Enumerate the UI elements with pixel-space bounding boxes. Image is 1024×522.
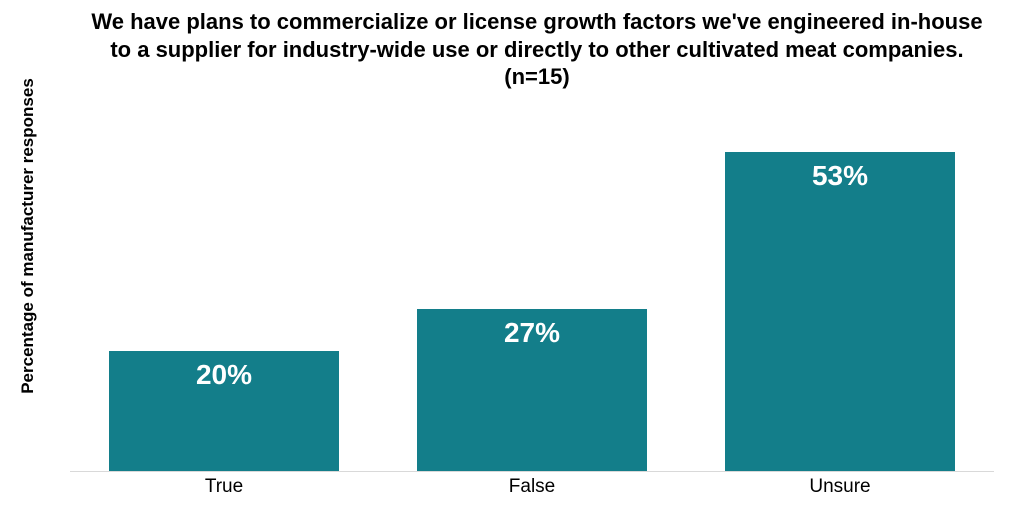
plot-area: 20% 27% 53% xyxy=(70,110,994,472)
bar-unsure: 53% xyxy=(725,152,955,471)
chart-title-text: We have plans to commercialize or licens… xyxy=(91,9,982,89)
bar-false: 27% xyxy=(417,309,647,471)
bar-true: 20% xyxy=(109,351,339,471)
bar-chart: We have plans to commercialize or licens… xyxy=(0,0,1024,522)
bars-container: 20% 27% 53% xyxy=(70,110,994,471)
x-axis-label: Unsure xyxy=(725,476,955,498)
chart-title: We have plans to commercialize or licens… xyxy=(90,8,984,91)
bar-value-label: 20% xyxy=(196,351,252,391)
x-axis: True False Unsure xyxy=(70,476,994,512)
x-axis-label: False xyxy=(417,476,647,498)
y-axis-label: Percentage of manufacturer responses xyxy=(8,0,48,472)
x-axis-label: True xyxy=(109,476,339,498)
bar-value-label: 27% xyxy=(504,309,560,349)
y-axis-label-text: Percentage of manufacturer responses xyxy=(18,78,38,394)
bar-value-label: 53% xyxy=(812,152,868,192)
